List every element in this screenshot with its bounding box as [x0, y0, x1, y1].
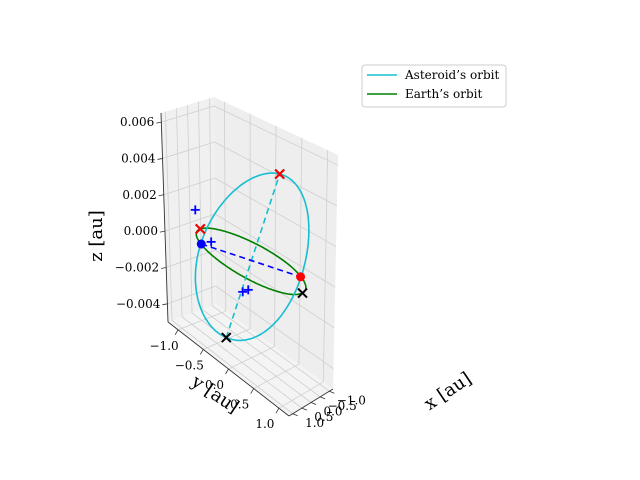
grid-line-y-wall [187, 104, 193, 314]
x-tick [275, 407, 280, 414]
z-tick-label: 0.000 [124, 224, 158, 238]
grid-line-x-wall [223, 101, 227, 312]
plus-marker-10 [243, 285, 253, 295]
apsis-dashed-line [225, 173, 281, 338]
axis-grid [161, 98, 338, 415]
x-marker-stroke [221, 332, 232, 343]
grid-line-y-wall [165, 111, 173, 321]
x-tick-label: 0.5 [230, 398, 249, 412]
z-tick [162, 303, 168, 306]
z-tick [158, 194, 164, 197]
z-tick [161, 267, 167, 269]
grid-line-y-floor [181, 316, 303, 409]
y-tick-label: −1.0 [337, 393, 366, 407]
y-tick-label: 1.0 [305, 416, 324, 430]
x-tick [199, 349, 204, 355]
z-tick-label: 0.006 [120, 115, 154, 129]
grid-line-z-xz [213, 105, 338, 166]
back-pane-xz [214, 97, 338, 389]
grid-line-y-wall [176, 108, 183, 317]
grid-line-y-floor [211, 305, 330, 392]
grid-line-x-wall [298, 138, 303, 365]
grid-line-z-xz [214, 213, 336, 288]
legend-frame [361, 64, 507, 108]
z-tick-label: 0.002 [122, 188, 156, 202]
x-tick-label: 1.0 [255, 417, 274, 431]
grid-line-z-yz [164, 213, 216, 232]
x-marker-stroke [274, 168, 285, 180]
grid-line-y-wall [198, 101, 203, 310]
grid-line-z-yz [167, 285, 216, 305]
grid-line-y-floor [171, 320, 293, 415]
x-axis-label: x [au] [420, 368, 475, 415]
y-tick-label: 0.0 [323, 405, 342, 419]
z-tick-label: −0.002 [115, 260, 159, 274]
circle-marker-0 [196, 239, 206, 249]
x-tick-label: −1.0 [150, 339, 179, 353]
x-tick [250, 388, 255, 394]
plus-marker-8 [190, 205, 200, 215]
legend-earth-label: Earth’s orbit [405, 87, 482, 101]
y-tick [329, 390, 335, 394]
z-axis-line [160, 112, 169, 323]
y-tick [310, 402, 317, 405]
z-tick-label: −0.004 [116, 297, 161, 311]
legend: Asteroid’s orbit Earth’s orbit [361, 64, 507, 108]
y-tick [292, 413, 298, 417]
y-tick [320, 396, 326, 400]
y-tick-label: −0.5 [328, 399, 357, 413]
plus-marker-9 [206, 237, 216, 247]
z-tick [156, 121, 162, 124]
y-tick-label: 0.5 [314, 410, 333, 424]
x-marker-6 [274, 168, 285, 180]
grid-line-x-wall [322, 150, 329, 382]
grid-line-z-xz [215, 285, 334, 369]
z-tick [157, 158, 163, 160]
grid-line-z-yz [163, 177, 215, 196]
x-tick-label: −0.5 [175, 358, 204, 372]
z-tick [159, 230, 166, 233]
back-pane-yz [161, 97, 216, 322]
grid-line-z-yz [162, 141, 215, 159]
grid-line-z-yz [166, 249, 216, 268]
x-tick [225, 368, 229, 375]
x-tick-label: 0.0 [205, 378, 224, 392]
x-marker-stroke [195, 223, 206, 235]
grid-line-x-wall [274, 125, 277, 347]
x-marker-4 [297, 287, 308, 299]
x-marker-7 [195, 223, 206, 235]
axis-ticks: −1.0−0.50.00.51.0−1.0−0.50.00.51.0−0.004… [115, 115, 366, 431]
y-tick [301, 407, 307, 411]
x-marker-stroke [297, 287, 308, 299]
grid-line-z-xz [215, 249, 335, 329]
circle-marker-1 [296, 272, 306, 282]
grid-line-y-wall [209, 98, 213, 306]
x-tick [174, 329, 179, 336]
z-axis-label: z [au] [86, 210, 107, 262]
grid-line-y-floor [201, 308, 321, 398]
plus-marker-11 [238, 287, 248, 297]
legend-asteroid-label: Asteroid’s orbit [404, 68, 499, 82]
x-marker-3 [221, 332, 232, 343]
plot-area [190, 168, 310, 343]
z-tick-label: 0.004 [121, 151, 156, 165]
grid-line-z-yz [161, 105, 215, 123]
node-dashed-line [201, 243, 301, 278]
